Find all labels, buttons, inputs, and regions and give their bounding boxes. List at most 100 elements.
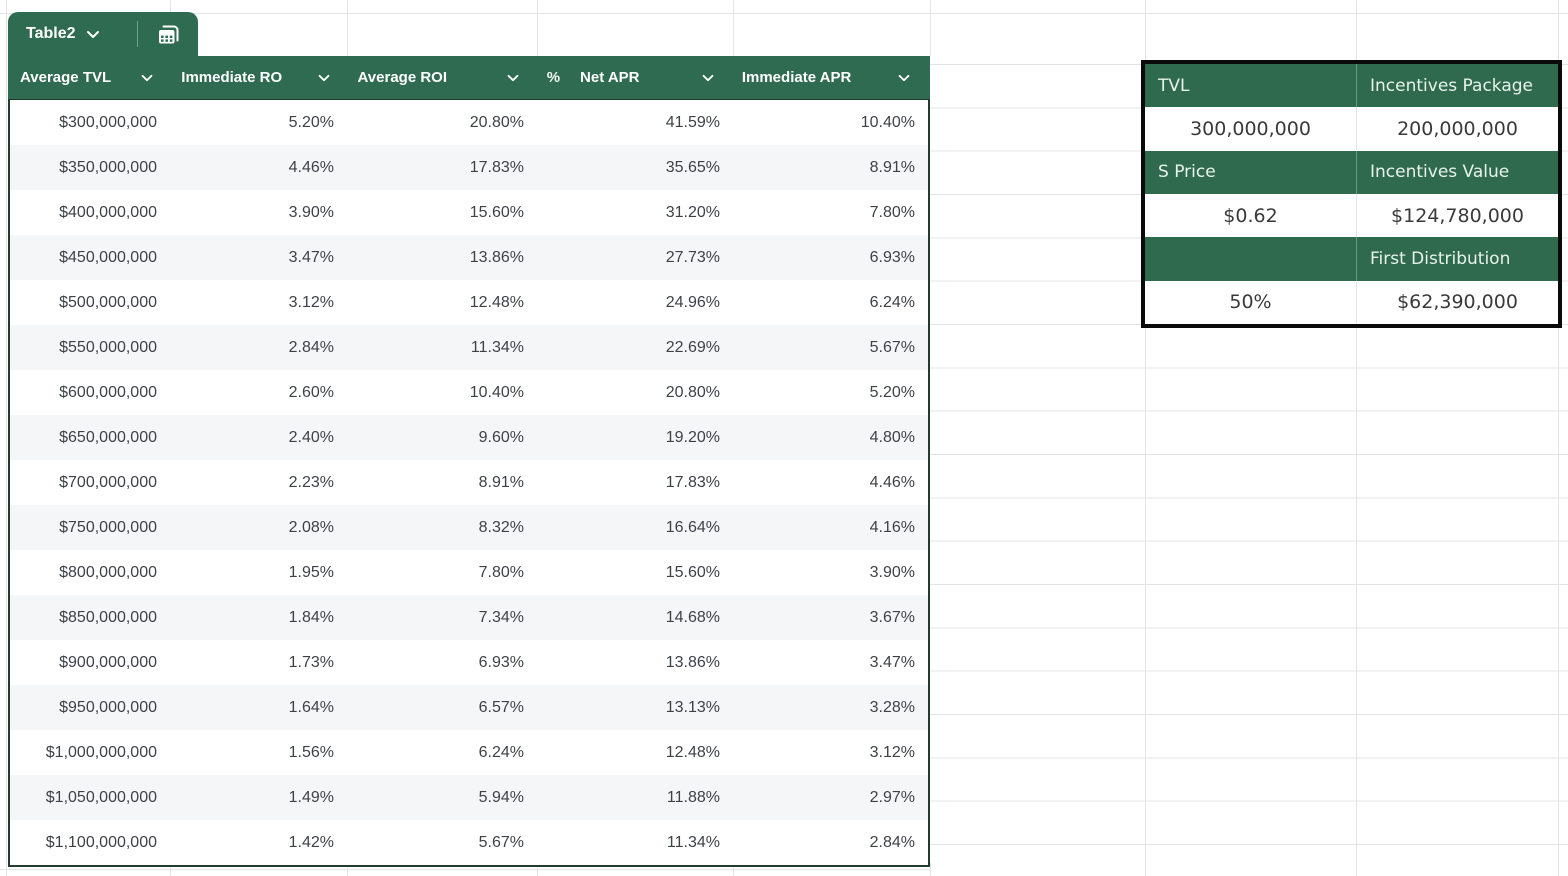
cell[interactable]: 10.40% [469,383,524,401]
summary-header-tvl[interactable]: TVL [1145,64,1356,108]
summary-value-incentives-package[interactable]: 200,000,000 [1356,107,1558,151]
cell[interactable]: 7.34% [478,608,524,626]
cell[interactable]: 1.73% [288,653,334,671]
cell[interactable]: 1.84% [288,608,334,626]
cell[interactable]: 27.73% [665,248,720,266]
cell[interactable]: $650,000,000 [59,428,157,446]
table-name-chip[interactable]: Table2 [8,12,198,56]
cell[interactable]: 1.49% [288,788,334,806]
cell[interactable]: 8.91% [478,473,524,491]
cell[interactable]: 13.13% [665,698,720,716]
cell[interactable]: 17.83% [469,158,524,176]
cell[interactable]: 6.93% [478,653,524,671]
cell[interactable]: 13.86% [469,248,524,266]
chevron-down-icon[interactable] [141,74,153,82]
cell[interactable]: $600,000,000 [59,383,157,401]
cell[interactable]: 4.46% [288,158,334,176]
column-header-net-apr[interactable]: % Net APR [537,56,732,99]
column-header-average-tvl[interactable]: Average TVL [10,56,171,99]
cell[interactable]: 24.96% [665,293,720,311]
cell[interactable]: $950,000,000 [59,698,157,716]
cell[interactable]: 3.12% [869,743,915,761]
cell[interactable]: 11.34% [470,338,524,356]
summary-value-first-distribution[interactable]: $62,390,000 [1356,280,1558,324]
cell[interactable]: 41.59% [665,113,720,131]
cell[interactable]: $450,000,000 [59,248,157,266]
cell[interactable]: 2.84% [869,833,915,851]
cell[interactable]: 20.80% [469,113,524,131]
summary-value-tvl[interactable]: 300,000,000 [1145,107,1356,151]
cell[interactable]: 8.32% [478,518,524,536]
cell[interactable]: 35.65% [665,158,720,176]
cell[interactable]: 5.20% [288,113,334,131]
column-header-immediate-roi[interactable]: Immediate RO [171,56,347,99]
cell[interactable]: 20.80% [665,383,720,401]
cell[interactable]: 5.20% [869,383,915,401]
cell[interactable]: 12.48% [469,293,524,311]
cell[interactable]: $800,000,000 [59,563,157,581]
cell[interactable]: 6.57% [478,698,524,716]
cell[interactable]: 31.20% [665,203,720,221]
chevron-down-icon[interactable] [702,74,714,82]
cell[interactable]: 3.47% [869,653,915,671]
cell[interactable]: 11.88% [666,788,720,806]
cell[interactable]: 14.68% [665,608,720,626]
cell[interactable]: 2.08% [288,518,334,536]
cell[interactable]: 7.80% [869,203,915,221]
cell[interactable]: 2.23% [288,473,334,491]
cell[interactable]: $350,000,000 [59,158,157,176]
cell[interactable]: 19.20% [665,428,720,446]
cell[interactable]: 17.83% [665,473,720,491]
cell[interactable]: 6.93% [869,248,915,266]
cell[interactable]: 2.97% [869,788,915,806]
cell[interactable]: 12.48% [665,743,720,761]
cell[interactable]: 5.94% [478,788,524,806]
cell[interactable]: 3.12% [288,293,334,311]
cell[interactable]: 3.90% [869,563,915,581]
cell[interactable]: 3.47% [288,248,334,266]
cell[interactable]: $400,000,000 [59,203,157,221]
cell[interactable]: $850,000,000 [59,608,157,626]
cell[interactable]: $300,000,000 [59,113,157,131]
cell[interactable]: $550,000,000 [59,338,157,356]
summary-value-distribution-pct[interactable]: 50% [1145,280,1356,324]
summary-header-first-distribution[interactable]: First Distribution [1356,237,1558,281]
summary-header-incentives-package[interactable]: Incentives Package [1356,64,1558,108]
cell[interactable]: 4.46% [869,473,915,491]
table-options-button[interactable] [138,12,198,56]
cell[interactable]: 5.67% [478,833,524,851]
chevron-down-icon[interactable] [318,74,330,82]
cell[interactable]: 1.56% [288,743,334,761]
cell[interactable]: 6.24% [869,293,915,311]
cell[interactable]: 4.16% [869,518,915,536]
cell[interactable]: 3.28% [869,698,915,716]
cell[interactable]: $700,000,000 [59,473,157,491]
cell[interactable]: 3.67% [869,608,915,626]
cell[interactable]: $750,000,000 [59,518,157,536]
cell[interactable]: 1.64% [288,698,334,716]
cell[interactable]: 2.84% [288,338,334,356]
cell[interactable]: 1.95% [288,563,334,581]
chevron-down-icon[interactable] [898,74,910,82]
cell[interactable]: 16.64% [665,518,720,536]
cell[interactable]: 9.60% [478,428,524,446]
cell[interactable]: $900,000,000 [59,653,157,671]
summary-value-s-price[interactable]: $0.62 [1145,193,1356,238]
summary-header-incentives-value[interactable]: Incentives Value [1356,150,1558,194]
cell[interactable]: 10.40% [860,113,915,131]
cell[interactable]: 4.80% [869,428,915,446]
cell[interactable]: 22.69% [665,338,720,356]
cell[interactable]: 2.40% [288,428,334,446]
cell[interactable]: 15.60% [665,563,720,581]
chevron-down-icon[interactable] [86,30,100,39]
column-header-average-roi[interactable]: Average ROI [348,56,537,99]
chevron-down-icon[interactable] [507,74,519,82]
summary-header-s-price[interactable]: S Price [1145,150,1356,194]
column-header-immediate-apr[interactable]: Immediate APR [732,56,928,99]
cell[interactable]: 3.90% [288,203,334,221]
cell[interactable]: 11.34% [666,833,720,851]
cell[interactable]: 2.60% [288,383,334,401]
cell[interactable]: $1,100,000,000 [45,833,157,851]
cell[interactable]: 1.42% [288,833,334,851]
